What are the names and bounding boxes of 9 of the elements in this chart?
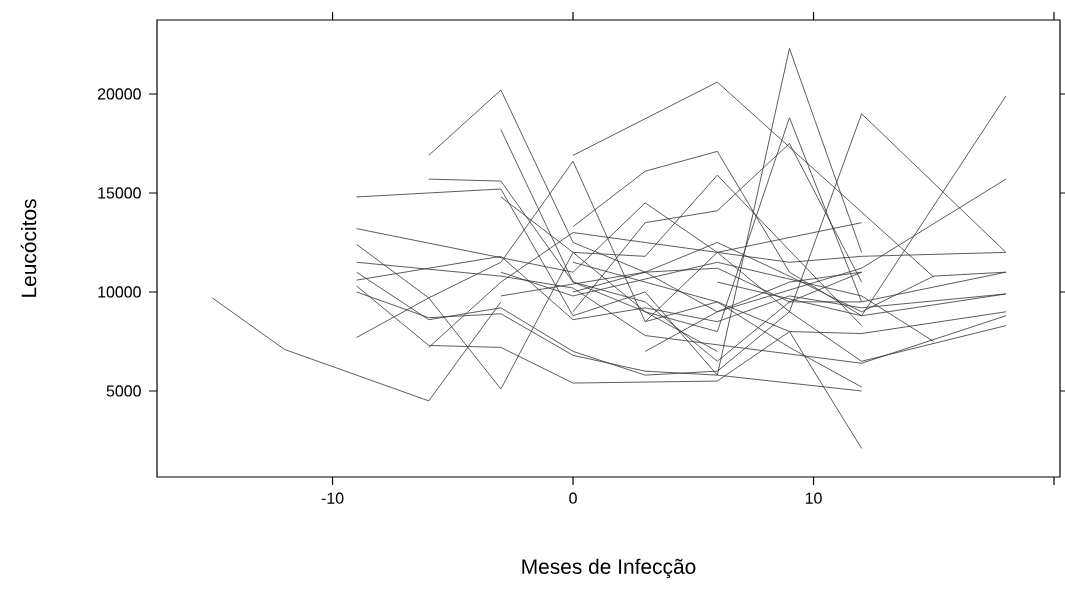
x-tick-label: 10 <box>805 492 822 504</box>
y-tick-label: 15000 <box>98 187 141 199</box>
y-tick-label: 20000 <box>97 88 141 100</box>
y-axis-title: Leucócitos <box>20 199 37 297</box>
y-tick-label: 5000 <box>106 385 141 397</box>
x-tick-label: -10 <box>321 492 344 504</box>
y-tick-label: 10000 <box>98 286 141 298</box>
x-axis-title: Meses de Infecção <box>522 558 696 579</box>
x-tick-label: 0 <box>569 492 577 504</box>
